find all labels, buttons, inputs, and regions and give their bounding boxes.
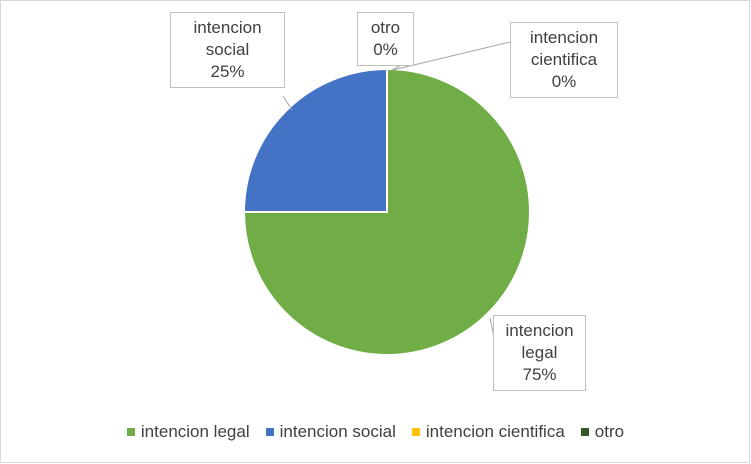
legend-item: intencion cientifica <box>411 422 565 442</box>
data-label-category: otro <box>370 18 401 37</box>
data-label-value: 75% <box>522 365 557 384</box>
legend-item: intencion social <box>265 422 396 442</box>
legend-label: otro <box>594 422 625 441</box>
data-label-category: intencion social <box>193 18 262 59</box>
leader-line <box>282 95 293 111</box>
data-label-category: intencion cientifica <box>529 28 599 69</box>
data-label-value: 0% <box>551 72 577 91</box>
legend-swatch <box>126 428 135 436</box>
legend-label: intencion cientifica <box>425 422 565 441</box>
pie-slice <box>242 67 531 356</box>
legend-item: otro <box>580 422 625 442</box>
data-label: otro 0% <box>357 12 414 66</box>
data-label-value: 25% <box>210 62 245 81</box>
data-label: intencion social 25% <box>170 12 285 88</box>
legend-label: intencion social <box>279 422 396 441</box>
legend-swatch <box>265 428 274 436</box>
data-label-category: intencion legal <box>505 321 574 362</box>
legend-swatch <box>580 428 589 436</box>
legend-item: intencion legal <box>126 422 250 442</box>
legend-label: intencion legal <box>140 422 250 441</box>
data-label-value: 0% <box>373 40 398 59</box>
pie-slice <box>242 67 388 213</box>
legend-swatch <box>411 428 420 436</box>
data-label: intencion cientifica 0% <box>510 22 618 98</box>
data-label: intencion legal 75% <box>493 315 586 391</box>
legend: intencion legal intencion social intencion… <box>0 422 751 442</box>
